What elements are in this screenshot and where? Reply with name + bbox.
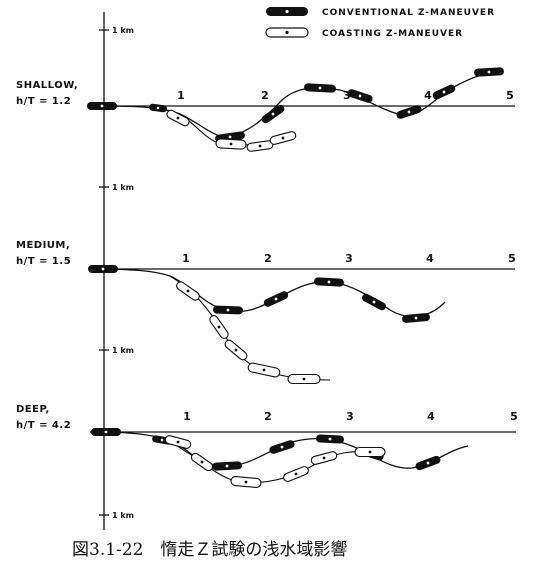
medium-ratio-label: h/T = 1.5 [16,256,71,267]
scale-label-deep: 1 km [112,511,134,520]
shallow-tick-4: 4 [424,89,432,102]
deep-tick-5: 5 [510,410,518,423]
legend-coasting-label: COASTING Z-MANEUVER [322,29,463,39]
deep-tick-1: 1 [183,410,191,423]
medium-tick-labels: 1 2 3 4 5 [182,252,516,265]
legend-coasting-swatch-icon [265,27,309,38]
deep-tick-labels: 1 2 3 4 5 [183,410,518,423]
scale-label-top: 1 km [112,26,134,35]
medium-coasting-ships [176,281,321,385]
panel-deep: DEEP, h/T = 4.2 1 2 3 4 5 [16,404,518,488]
medium-tick-1: 1 [182,252,190,265]
deep-ratio-label: h/T = 4.2 [16,420,71,431]
medium-depth-label: MEDIUM, [16,240,70,251]
shallow-tick-3: 3 [343,89,351,102]
panel-shallow: SHALLOW, h/T = 1.2 1 2 3 4 5 [16,67,515,152]
scale-label-shallow: 1 km [112,183,134,192]
figure-caption: 図3.1-22 惰走Ｚ試験の浅水域影響 [72,540,347,560]
scale-label-medium: 1 km [112,346,134,355]
shallow-tick-labels: 1 2 3 4 5 [177,89,514,102]
deep-tick-2: 2 [264,410,272,423]
medium-tick-2: 2 [264,252,272,265]
shallow-depth-label: SHALLOW, [16,80,78,91]
medium-tick-4: 4 [426,252,434,265]
deep-tick-3: 3 [346,410,354,423]
shallow-tick-1: 1 [177,89,185,102]
deep-tick-4: 4 [427,410,435,423]
shallow-tick-5: 5 [506,89,514,102]
medium-conventional-ships [88,265,430,323]
legend-conventional-swatch-icon [266,7,308,16]
legend: CONVENTIONAL Z-MANEUVER COASTING Z-MANEU… [265,7,495,39]
shallow-tick-2: 2 [261,89,269,102]
medium-conventional-track [89,268,446,318]
deep-depth-label: DEEP, [16,404,50,415]
medium-tick-5: 5 [508,252,516,265]
panel-medium: MEDIUM, h/T = 1.5 1 2 3 4 5 [16,240,516,385]
shallow-conventional-ships [87,67,504,143]
deep-coasting-ships [164,435,386,488]
shallow-coasting-ships [166,109,297,152]
shallow-ratio-label: h/T = 1.2 [16,96,71,107]
medium-tick-3: 3 [345,252,353,265]
legend-conventional-label: CONVENTIONAL Z-MANEUVER [322,8,495,18]
